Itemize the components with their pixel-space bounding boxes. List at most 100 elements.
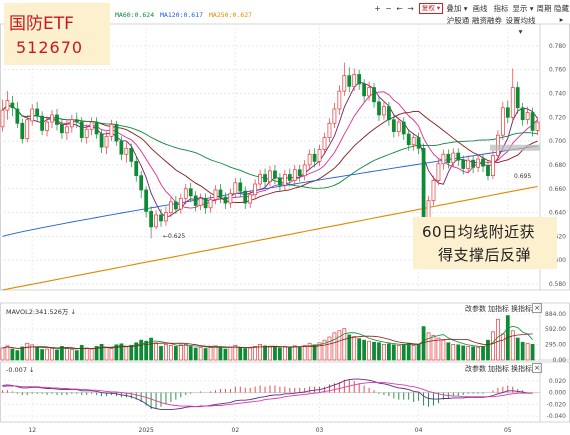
candle (347, 67, 352, 93)
candle (530, 107, 535, 137)
volume-bar (372, 341, 376, 361)
ma120-label: MA120:0.617 (160, 11, 204, 19)
candles (0, 62, 540, 231)
candle (292, 164, 297, 186)
candle-body-down (362, 83, 367, 97)
volume-bar (322, 339, 327, 361)
zoom-out-button[interactable]: − (385, 4, 392, 13)
candle-body-down (99, 133, 104, 148)
candle (74, 112, 79, 129)
candle (263, 168, 267, 188)
candle (139, 170, 144, 199)
volume-switch-indicator-button[interactable]: 换指标 (511, 305, 532, 313)
ma-settings-button[interactable]: 设置均线 ▾ (505, 16, 536, 36)
x-tick-label: 05 (504, 427, 512, 434)
scroll-left-button[interactable]: ← (396, 4, 403, 13)
candle (35, 101, 40, 123)
callout-line-1: 60日均线附近获 (422, 223, 536, 241)
volume-legend: MAVOL2:341.526万 ↓ (6, 308, 76, 316)
etf-code: 512670 (16, 38, 84, 57)
candle-body-up (208, 199, 213, 209)
macd-switch-indicator-button[interactable]: 换指标 (511, 365, 532, 373)
candle-body-up (396, 121, 401, 132)
candle-body-up (510, 87, 515, 118)
indicator-button[interactable]: 指标 (493, 4, 509, 13)
scroll-right-button[interactable]: → (407, 4, 414, 13)
volume-tick-label: 884.00 (545, 311, 566, 318)
y-tick-label: 0.780 (549, 43, 566, 50)
volume-bar (169, 345, 173, 361)
volume-bar (302, 345, 307, 361)
volume-bar (213, 345, 218, 361)
etf-title: 国防ETF (9, 14, 74, 34)
volume-bar (84, 347, 89, 361)
candle (248, 189, 253, 208)
volume-bar (496, 318, 500, 361)
hide-button[interactable]: 隐藏 ▸ (554, 4, 569, 24)
candle-body-down (114, 124, 119, 142)
volume-bar (297, 346, 302, 361)
zoom-in-button[interactable]: + (374, 4, 381, 13)
volume-tick-label: 295.00 (545, 342, 566, 349)
candle (451, 148, 456, 168)
volume-edit-params-button[interactable]: 改参数 (465, 305, 486, 313)
candle-body-up (327, 122, 332, 138)
candle (193, 191, 198, 212)
volume-bar (391, 344, 396, 361)
candle-body-up (367, 87, 371, 97)
candle (505, 100, 510, 124)
candle (287, 168, 292, 187)
candle-body-up (441, 153, 446, 165)
volume-bar (20, 346, 25, 361)
volume-bar (99, 343, 104, 361)
macd-edit-params-button[interactable]: 改参数 (465, 365, 486, 373)
volume-close-icon[interactable]: × (532, 303, 542, 313)
macd-close-icon[interactable]: × (532, 363, 542, 373)
candle (471, 155, 476, 174)
volume-bar (278, 347, 282, 361)
margin-link[interactable]: 融资融券 (472, 16, 502, 25)
candle (144, 186, 149, 218)
candle-body-up (84, 128, 89, 138)
draw-button[interactable]: 画线 (472, 4, 488, 13)
volume-bar (382, 343, 386, 361)
macd-add-indicator-button[interactable]: 加指标 (488, 365, 509, 373)
candle (55, 108, 59, 131)
volume-bar (411, 345, 416, 361)
candle-body-down (79, 121, 84, 138)
adjust-button[interactable]: 复权 ▾ (419, 3, 443, 14)
volume-bar (228, 346, 233, 361)
ma250-line (2, 185, 538, 291)
candle-body-up (322, 137, 327, 150)
volume-bar (164, 343, 168, 361)
candle (198, 193, 203, 211)
volume-bar (188, 346, 193, 361)
volume-bar (243, 348, 248, 361)
period-button[interactable]: 周期 (536, 4, 552, 13)
candle (154, 210, 158, 230)
candle (396, 117, 401, 137)
volume-bar (421, 326, 426, 361)
candle (382, 100, 386, 120)
candle-body-up (451, 152, 456, 163)
volume-bar (481, 346, 485, 361)
macd-tick-label: 0.020 (549, 378, 566, 385)
shgt-link[interactable]: 沪股通 (446, 16, 470, 25)
candle (20, 118, 25, 144)
candle-body-down (530, 112, 535, 131)
candle-body-up (268, 170, 272, 182)
display-button[interactable]: 显示 ▾ (512, 4, 534, 13)
candle (401, 117, 406, 140)
candle-body-up (332, 108, 337, 124)
candle-body-down (203, 197, 208, 209)
candle-body-up (124, 147, 129, 155)
candle-body-down (387, 106, 391, 121)
candle (297, 164, 302, 182)
candle-body-up (258, 174, 262, 185)
macd-tick-label: -0.040 (547, 413, 567, 420)
candle-body-up (253, 183, 258, 196)
overlay-button[interactable]: 叠加 ▾ (446, 4, 468, 13)
candle (79, 117, 84, 143)
volume-add-indicator-button[interactable]: 加指标 (488, 305, 509, 313)
candle (466, 155, 471, 174)
